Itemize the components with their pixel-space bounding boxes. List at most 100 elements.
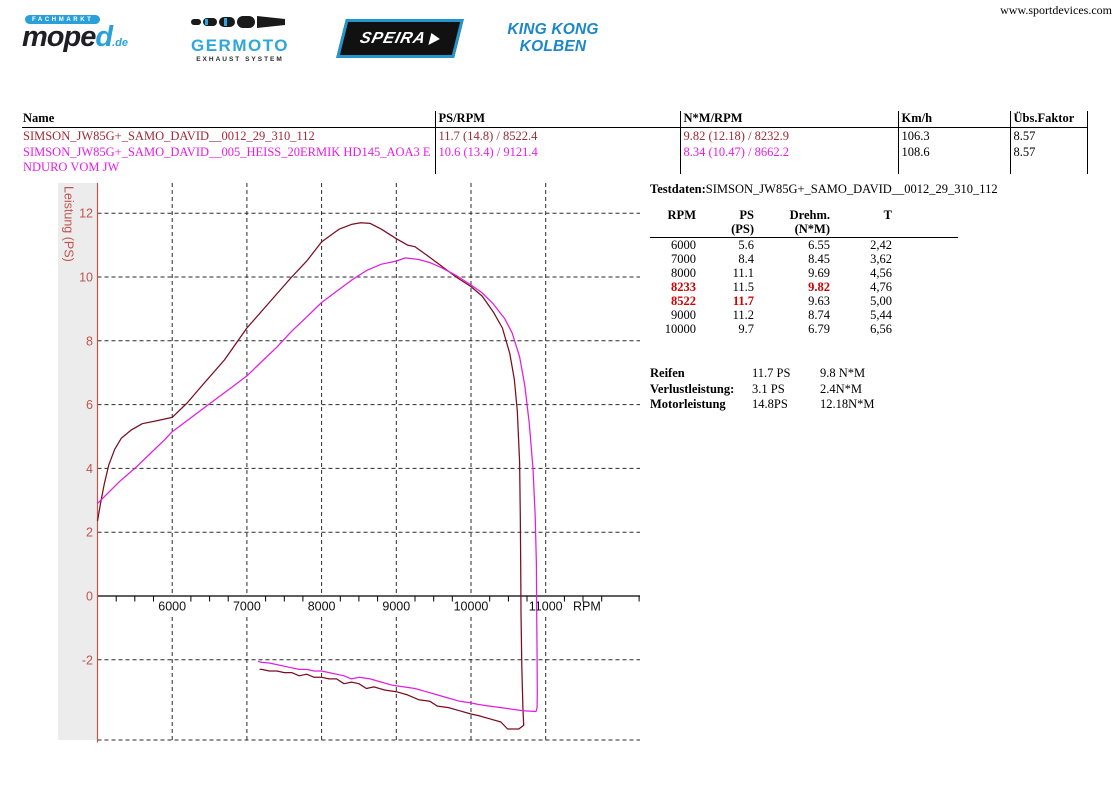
testdaten-cell-ps: 9.7 xyxy=(738,322,754,336)
y-tick-label: 4 xyxy=(86,462,93,476)
testdaten-cell-rpm: 8522 xyxy=(671,294,696,308)
th-ps-unit: (PS) xyxy=(702,222,760,238)
moped-logo: FACHMARKT moped.de xyxy=(22,8,152,52)
testdaten-cell-rpm: 10000 xyxy=(664,322,696,336)
th-t-unit xyxy=(836,222,898,238)
testdaten-run-name: SIMSON_JW85G+_SAMO_DAVID__0012_29_310_11… xyxy=(705,182,998,196)
testdaten-row: 7000 8.4 8.45 3,62 xyxy=(650,252,958,266)
dyno-curve-run2 xyxy=(97,257,538,713)
result-ps-value: 3.1 PS xyxy=(752,381,785,396)
germoto-logo-tagline: EXHAUST SYSTEM xyxy=(196,56,284,63)
testdaten-cell-ps: 11.5 xyxy=(732,280,754,294)
testdaten-title: Testdaten:SIMSON_JW85G+_SAMO_DAVID__0012… xyxy=(650,182,1100,197)
th-drehm-unit: (N*M) xyxy=(760,222,836,238)
x-tick-label: 7000 xyxy=(233,600,261,614)
testdaten-cell-spacer xyxy=(898,238,958,253)
kingkong-logo-line1: KING KONG xyxy=(507,21,599,38)
y-tick-label: 6 xyxy=(86,398,93,412)
speira-arrow-icon xyxy=(428,32,442,45)
testdaten-cell-nm: 9.82 xyxy=(808,280,830,294)
testdaten-row: 8000 11.1 9.69 4,56 xyxy=(650,266,958,280)
testdaten-cell-ps: 5.6 xyxy=(738,238,754,252)
testdaten-cell-rpm: 8000 xyxy=(671,266,696,280)
th-t: T xyxy=(883,208,892,222)
kingkong-logo: KING KONG KOLBEN xyxy=(498,21,608,56)
germoto-logo: GERMOTO EXHAUST SYSTEM xyxy=(180,12,300,63)
result-ps-value: 11.7 PS xyxy=(752,366,791,380)
summary-cell-uebs: 8.57 xyxy=(1009,127,1088,144)
th-rpm: RPM xyxy=(667,208,696,222)
website-url: www.sportdevices.com xyxy=(1000,3,1112,17)
moped-logo-accent: d xyxy=(95,21,113,53)
testdaten-cell-t: 5,00 xyxy=(870,294,892,308)
exhaust-pipe-icon xyxy=(191,16,285,28)
speira-logo-text: SPEIRA xyxy=(358,29,429,47)
testdaten-panel: Testdaten:SIMSON_JW85G+_SAMO_DAVID__0012… xyxy=(650,182,1100,413)
summary-cell-nm: 9.82 (12.18) / 8232.9 xyxy=(679,127,898,144)
summary-cell-kmh: 108.6 xyxy=(897,143,1010,175)
testdaten-cell-t: 3,62 xyxy=(870,252,892,266)
moped-logo-wordmark: moped.de xyxy=(22,21,152,53)
summary-cell-ps: 11.7 (14.8) / 8522.4 xyxy=(434,127,680,144)
testdaten-cell-spacer xyxy=(898,252,958,266)
result-label: Verlustleistung: xyxy=(650,381,735,396)
testdaten-header-row2: (PS) (N*M) xyxy=(650,222,958,238)
testdaten-cell-nm: 6.55 xyxy=(808,238,830,252)
testdaten-cell-ps: 11.1 xyxy=(732,266,754,280)
testdaten-row: 10000 9.7 6.79 6,56 xyxy=(650,322,958,336)
kingkong-logo-line2: KOLBEN xyxy=(519,38,587,56)
column-header-name: Name xyxy=(22,111,435,128)
summary-cell-name: SIMSON_JW85G+_SAMO_DAVID__005_HEISS_20ER… xyxy=(23,144,431,174)
moped-logo-text: mope xyxy=(22,21,96,53)
summary-table-row: SIMSON_JW85G+_SAMO_DAVID__005_HEISS_20ER… xyxy=(22,143,1088,175)
testdaten-cell-rpm: 6000 xyxy=(671,238,696,252)
column-header-uebs-faktor: Übs.Faktor xyxy=(1009,111,1088,128)
y-axis-title: Leistung (PS) xyxy=(62,186,76,262)
testdaten-row: 9000 11.2 8.74 5,44 xyxy=(650,308,958,322)
testdaten-cell-nm: 9.63 xyxy=(808,294,830,308)
th-spacer-unit xyxy=(898,222,958,238)
x-tick-label: 10000 xyxy=(454,600,489,614)
column-header-nm-rpm: N*M/RPM xyxy=(679,111,898,128)
testdaten-cell-spacer xyxy=(898,308,958,322)
y-tick-label: 8 xyxy=(86,334,93,348)
dyno-curve-run1 xyxy=(96,222,525,730)
summary-cell-nm: 8.34 (10.47) / 8662.2 xyxy=(679,143,898,175)
result-summary-row: Verlustleistung: 3.1 PS 2.4N*M xyxy=(650,382,1100,398)
result-ps-value: 14.8PS xyxy=(752,397,788,411)
testdaten-cell-rpm: 9000 xyxy=(671,308,696,322)
column-header-ps-rpm: PS/RPM xyxy=(434,111,680,128)
testdaten-cell-nm: 6.79 xyxy=(808,322,830,336)
column-header-kmh: Km/h xyxy=(897,111,1010,128)
testdaten-row: 6000 5.6 6.55 2,42 xyxy=(650,238,958,253)
result-label: Motorleistung xyxy=(650,397,726,411)
testdaten-cell-t: 5,44 xyxy=(870,308,892,322)
testdaten-cell-spacer xyxy=(898,294,958,308)
testdaten-cell-t: 4,56 xyxy=(870,266,892,280)
summary-cell-ps: 10.6 (13.4) / 9121.4 xyxy=(434,143,680,175)
testdaten-cell-nm: 8.74 xyxy=(808,308,830,322)
testdaten-cell-spacer xyxy=(898,280,958,294)
testdaten-cell-t: 6,56 xyxy=(870,322,892,336)
th-ps: PS xyxy=(739,208,754,222)
moped-logo-tld: .de xyxy=(112,37,128,49)
x-tick-label: 6000 xyxy=(158,600,186,614)
summary-table-row: SIMSON_JW85G+_SAMO_DAVID__0012_29_310_11… xyxy=(22,127,1088,144)
testdaten-cell-t: 2,42 xyxy=(870,238,892,252)
th-rpm-unit xyxy=(650,222,702,238)
summary-header-row: Name PS/RPM N*M/RPM Km/h Übs.Faktor xyxy=(22,111,1088,128)
th-spacer xyxy=(898,208,958,222)
testdaten-table: RPM PS Drehm. T (PS) (N*M) 6000 5.6 6.55 2,… xyxy=(650,208,958,336)
x-tick-label: 8000 xyxy=(308,600,336,614)
summary-cell-name: SIMSON_JW85G+_SAMO_DAVID__0012_29_310_11… xyxy=(23,129,315,143)
testdaten-cell-nm: 8.45 xyxy=(808,252,830,266)
x-axis-title: RPM xyxy=(573,600,601,614)
y-tick-label: 2 xyxy=(86,526,93,540)
result-summary: Reifen 11.7 PS 9.8 N*M Verlustleistung: 3.1 … xyxy=(650,366,1100,413)
testdaten-cell-nm: 9.69 xyxy=(808,266,830,280)
testdaten-cell-t: 4,76 xyxy=(870,280,892,294)
testdaten-cell-ps: 11.7 xyxy=(732,294,754,308)
testdaten-cell-ps: 11.2 xyxy=(732,308,754,322)
testdaten-row: 8233 11.5 9.82 4,76 xyxy=(650,280,958,294)
